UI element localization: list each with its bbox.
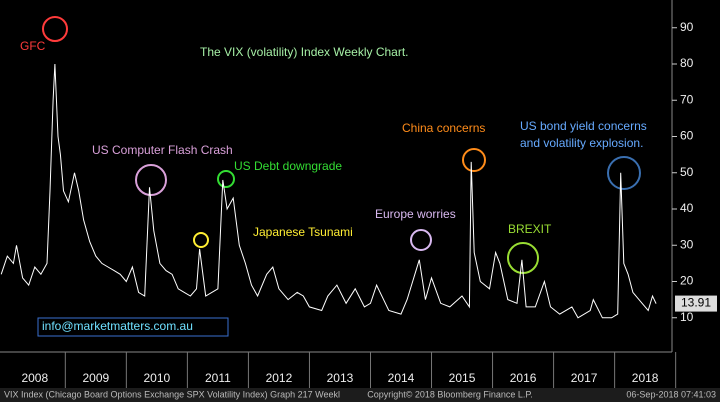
annotation-circle [193, 232, 209, 248]
last-value-box [675, 295, 717, 312]
x-tick-label: 2018 [632, 371, 659, 385]
x-tick-label: 2008 [21, 371, 48, 385]
last-value-label: 13.91 [681, 296, 711, 310]
annotation: BREXIT [508, 222, 552, 236]
contact: info@marketmatters.com.au [42, 319, 193, 333]
x-tick-label: 2012 [266, 371, 293, 385]
y-tick-label: 80 [680, 56, 694, 70]
annotation-circle [410, 229, 432, 251]
y-tick-label: 20 [680, 274, 694, 288]
annotation: US Debt downgrade [234, 159, 342, 173]
annotation-circle [462, 148, 486, 172]
annotation-circle [42, 16, 68, 42]
annotation: Japanese Tsunami [253, 225, 353, 239]
footer-center: Copyright© 2018 Bloomberg Finance L.P. [367, 389, 533, 399]
x-tick-label: 2016 [510, 371, 537, 385]
footer-band [0, 388, 720, 402]
annotation: US Computer Flash Crash [92, 143, 233, 157]
x-tick-label: 2013 [327, 371, 354, 385]
y-tick-label: 90 [680, 20, 694, 34]
annotation: China concerns [402, 121, 485, 135]
annotation: GFC [20, 39, 46, 53]
annotation-circle [135, 164, 167, 196]
footer-left: VIX Index (Chicago Board Options Exchang… [4, 389, 340, 399]
vix-line [0, 63, 657, 319]
annotation: and volatility explosion. [520, 136, 643, 150]
annotation-circle [607, 156, 641, 190]
y-tick-label: 60 [680, 129, 694, 143]
y-tick-label: 70 [680, 92, 694, 106]
x-tick-label: 2015 [449, 371, 476, 385]
annotation: US bond yield concerns [520, 119, 647, 133]
chart-title: The VIX (volatility) Index Weekly Chart. [200, 45, 409, 59]
y-tick-label: 50 [680, 165, 694, 179]
x-tick-label: 2010 [144, 371, 171, 385]
x-tick-label: 2011 [205, 371, 231, 385]
annotation-circle [217, 170, 235, 188]
x-tick-label: 2009 [82, 371, 109, 385]
x-tick-label: 2017 [571, 371, 598, 385]
y-tick-label: 40 [680, 201, 694, 215]
y-tick-label: 30 [680, 237, 694, 251]
footer-right: 06-Sep-2018 07:41:03 [626, 389, 716, 399]
y-tick-label: 10 [680, 310, 694, 324]
x-tick-label: 2014 [388, 371, 415, 385]
annotation: Europe worries [375, 207, 456, 221]
contact-box [37, 317, 229, 337]
